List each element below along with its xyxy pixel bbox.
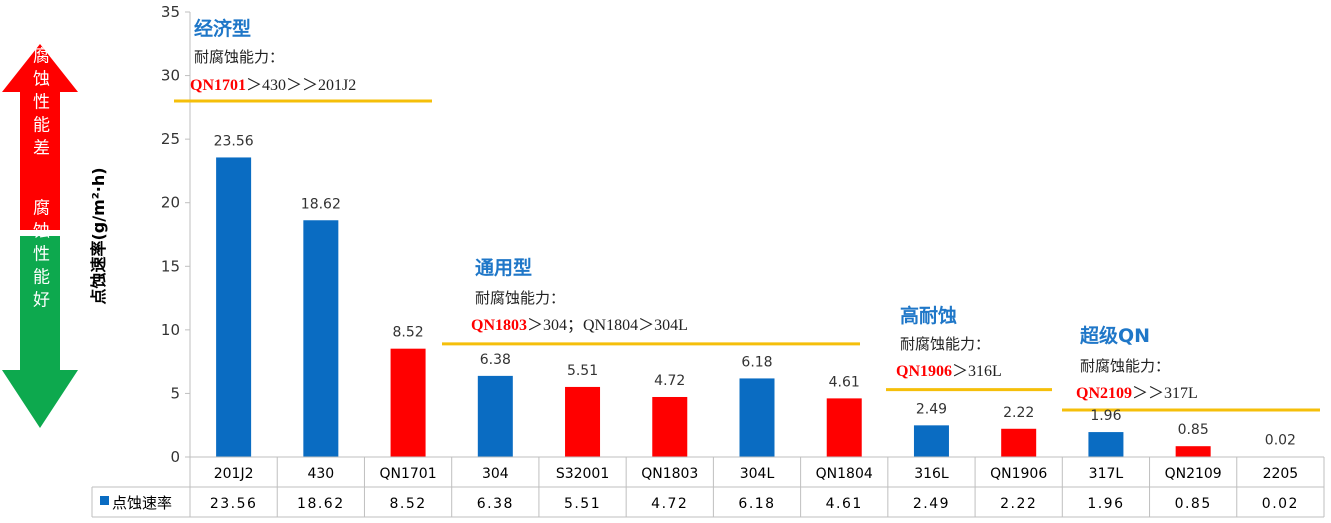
category-label: QN1701: [380, 466, 437, 482]
y-axis: 0 5 10 15 20 25 30 35: [161, 3, 190, 466]
data-label: 2.49: [916, 401, 947, 417]
data-label: 8.52: [392, 325, 423, 341]
table-value: 8.52: [389, 496, 426, 512]
up-arrow-label: 腐蚀性能差: [29, 46, 50, 161]
bar: [1088, 432, 1123, 457]
data-label: 2.22: [1003, 405, 1034, 421]
category-label: 304L: [740, 466, 775, 482]
group-ranking-highlight: QN1701: [190, 77, 246, 94]
bar: [652, 397, 687, 457]
group-subtitle: 耐腐蚀能力：: [194, 48, 284, 66]
y-axis-title: 点蚀速率(g/m²·h): [89, 167, 108, 304]
table-value: 18.62: [297, 496, 345, 512]
legend-label: 点蚀速率: [112, 494, 172, 512]
data-label: 23.56: [214, 133, 254, 149]
category-label: 316L: [914, 466, 949, 482]
bar: [1176, 446, 1211, 457]
data-label: 6.18: [741, 354, 772, 370]
group-ranking-rest: ＞316L: [952, 363, 1002, 380]
bar-series: [216, 157, 1298, 457]
category-label: QN1804: [816, 466, 873, 482]
data-label: 4.61: [829, 374, 860, 390]
y-tick-label: 15: [161, 257, 180, 275]
category-label: QN1803: [641, 466, 698, 482]
y-tick-label: 35: [161, 3, 180, 21]
y-tick-label: 5: [170, 384, 180, 402]
bar: [914, 425, 949, 457]
table-value: 0.85: [1175, 496, 1212, 512]
category-label: 430: [307, 466, 334, 482]
bar: [391, 349, 426, 457]
group-ranking-rest: ＞＞317L: [1132, 385, 1198, 402]
group-title: 经济型: [194, 17, 251, 40]
data-label: 0.02: [1265, 433, 1296, 449]
table-value: 1.96: [1087, 496, 1124, 512]
y-tick-label: 10: [161, 321, 180, 339]
table-value: 23.56: [210, 496, 258, 512]
bar: [216, 157, 251, 457]
group-ranking-rest: ＞304；QN1804＞304L: [527, 317, 688, 334]
bar: [740, 378, 775, 457]
category-label: 201J2: [214, 466, 254, 482]
group-ranking: QN1803＞304；QN1804＞304L: [471, 317, 688, 334]
y-tick-label: 20: [161, 194, 180, 212]
group-ranking-highlight: QN1803: [471, 317, 527, 334]
bar: [478, 376, 513, 457]
data-label: 4.72: [654, 373, 685, 389]
group-subtitle: 耐腐蚀能力：: [475, 289, 565, 307]
category-label: 2205: [1263, 466, 1299, 482]
bar: [1001, 429, 1036, 457]
data-label: 6.38: [480, 352, 511, 368]
data-label: 5.51: [567, 363, 598, 379]
table-value: 4.61: [826, 496, 863, 512]
table-value: 2.22: [1000, 496, 1037, 512]
bar: [565, 387, 600, 457]
group-ranking-rest: ＞430＞＞201J2: [246, 77, 356, 94]
y-tick-label: 25: [161, 130, 180, 148]
table-value: 0.02: [1262, 496, 1299, 512]
table-value: 6.38: [477, 496, 514, 512]
table-value: 6.18: [738, 496, 775, 512]
group-title: 通用型: [475, 256, 532, 279]
group-ranking-highlight: QN1906: [896, 363, 952, 380]
bar: [827, 398, 862, 457]
table-value: 2.49: [913, 496, 950, 512]
group-title: 高耐蚀: [900, 304, 957, 327]
group-subtitle: 耐腐蚀能力：: [1080, 357, 1170, 375]
data-label: 1.96: [1090, 408, 1121, 424]
table-value: 4.72: [651, 496, 688, 512]
category-label: QN2109: [1165, 466, 1222, 482]
table-value: 5.51: [564, 496, 601, 512]
group-ranking: QN1906＞316L: [896, 363, 1002, 380]
bar: [303, 220, 338, 457]
y-tick-label: 30: [161, 67, 180, 85]
arrow-indicators: 腐蚀性能差 腐蚀性能好: [2, 44, 78, 428]
group-ranking: QN2109＞＞317L: [1076, 385, 1198, 402]
category-label: S32001: [556, 466, 609, 482]
data-label: 0.85: [1178, 422, 1209, 438]
group-title: 超级QN: [1079, 324, 1150, 347]
legend-swatch: [100, 496, 109, 505]
group-ranking: QN1701＞430＞＞201J2: [190, 77, 356, 94]
category-label: QN1906: [990, 466, 1047, 482]
y-tick-label: 0: [170, 448, 180, 466]
down-arrow-label: 腐蚀性能好: [29, 198, 50, 313]
group-subtitle: 耐腐蚀能力：: [900, 335, 990, 353]
data-label: 18.62: [301, 196, 341, 212]
category-label: 317L: [1089, 466, 1124, 482]
category-label: 304: [482, 466, 509, 482]
data-table: 201J2 23.56 430 18.62 QN1701 8.52 304 6.38 S3200…: [92, 457, 1324, 517]
group-ranking-highlight: QN2109: [1076, 385, 1132, 402]
